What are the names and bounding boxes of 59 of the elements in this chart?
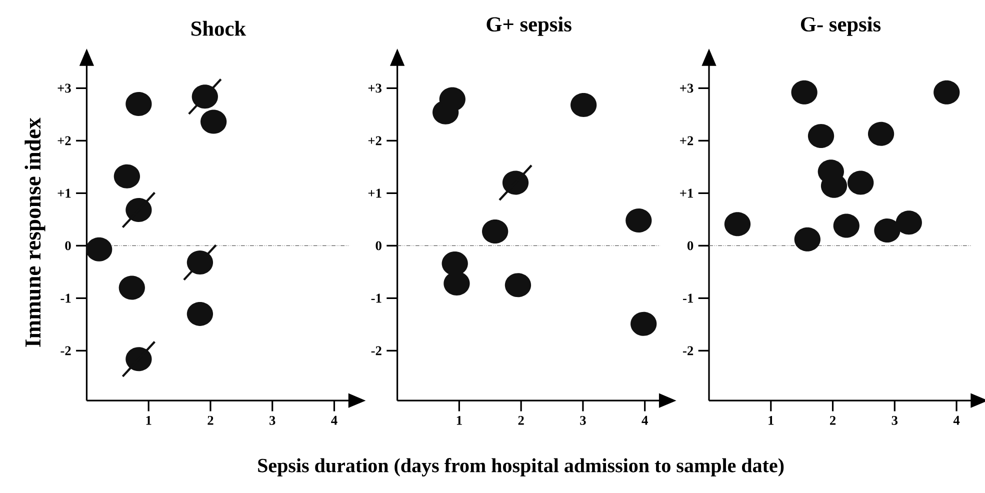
x-tick-label: 3	[270, 416, 276, 425]
point	[570, 92, 597, 117]
point	[126, 92, 152, 116]
point	[896, 210, 922, 235]
y-tick-label: -1	[371, 294, 382, 303]
point	[439, 87, 466, 112]
x-tick-label: 1	[456, 416, 462, 425]
y-tick-label: -1	[60, 294, 71, 303]
x-tick-label: 1	[768, 416, 774, 425]
chart-title: G+ sepsis	[486, 16, 572, 36]
x-tick-label: 4	[642, 416, 648, 425]
y-tick-label: +3	[368, 84, 382, 93]
x-tick-label: 2	[208, 416, 214, 425]
point	[630, 312, 657, 336]
y-tick-label: +1	[368, 188, 382, 198]
point	[114, 164, 140, 188]
point	[626, 208, 652, 232]
chart-title: Shock	[191, 20, 246, 36]
point	[200, 110, 227, 134]
x-axis-title: Sepsis duration (days from hospital admission to sample date)	[258, 458, 784, 476]
x-tick-label: 1	[146, 416, 152, 425]
point	[868, 122, 894, 146]
y-tick-label: 0	[376, 241, 382, 250]
point	[86, 237, 112, 262]
y-tick-label: -2	[371, 346, 382, 356]
y-tick-label: +1	[680, 188, 693, 198]
point	[118, 276, 145, 300]
y-tick-label: +1	[58, 188, 71, 198]
point	[794, 227, 820, 252]
x-tick-label: 4	[953, 416, 960, 425]
x-tick-label: 4	[331, 416, 338, 425]
x-tick-label: 3	[580, 416, 586, 425]
point	[442, 252, 468, 276]
y-tick-label: 0	[687, 241, 694, 250]
y-tick-label: -2	[60, 346, 71, 356]
point	[504, 273, 532, 298]
y-tick-label: +3	[58, 84, 71, 93]
point	[874, 218, 900, 242]
y-tick-label: +2	[368, 136, 382, 146]
point	[444, 271, 470, 296]
point	[724, 212, 751, 236]
y-tick-label: +2	[58, 136, 71, 146]
chart-title: G- sepsis	[800, 16, 881, 36]
point	[833, 214, 860, 238]
y-axis-title: Immune response index	[24, 118, 46, 347]
x-tick-label: 3	[892, 416, 898, 425]
y-tick-label: -2	[683, 346, 694, 356]
point	[791, 80, 818, 104]
x-tick-label: 2	[830, 416, 836, 425]
point	[934, 80, 960, 104]
y-tick-label: -1	[683, 294, 693, 303]
point	[848, 170, 874, 195]
y-tick-label: +3	[680, 84, 694, 93]
y-tick-label: +2	[680, 136, 694, 146]
x-tick-label: 2	[518, 416, 524, 425]
y-tick-label: 0	[65, 241, 71, 250]
point	[482, 220, 508, 244]
point	[186, 302, 214, 326]
point	[808, 124, 834, 148]
